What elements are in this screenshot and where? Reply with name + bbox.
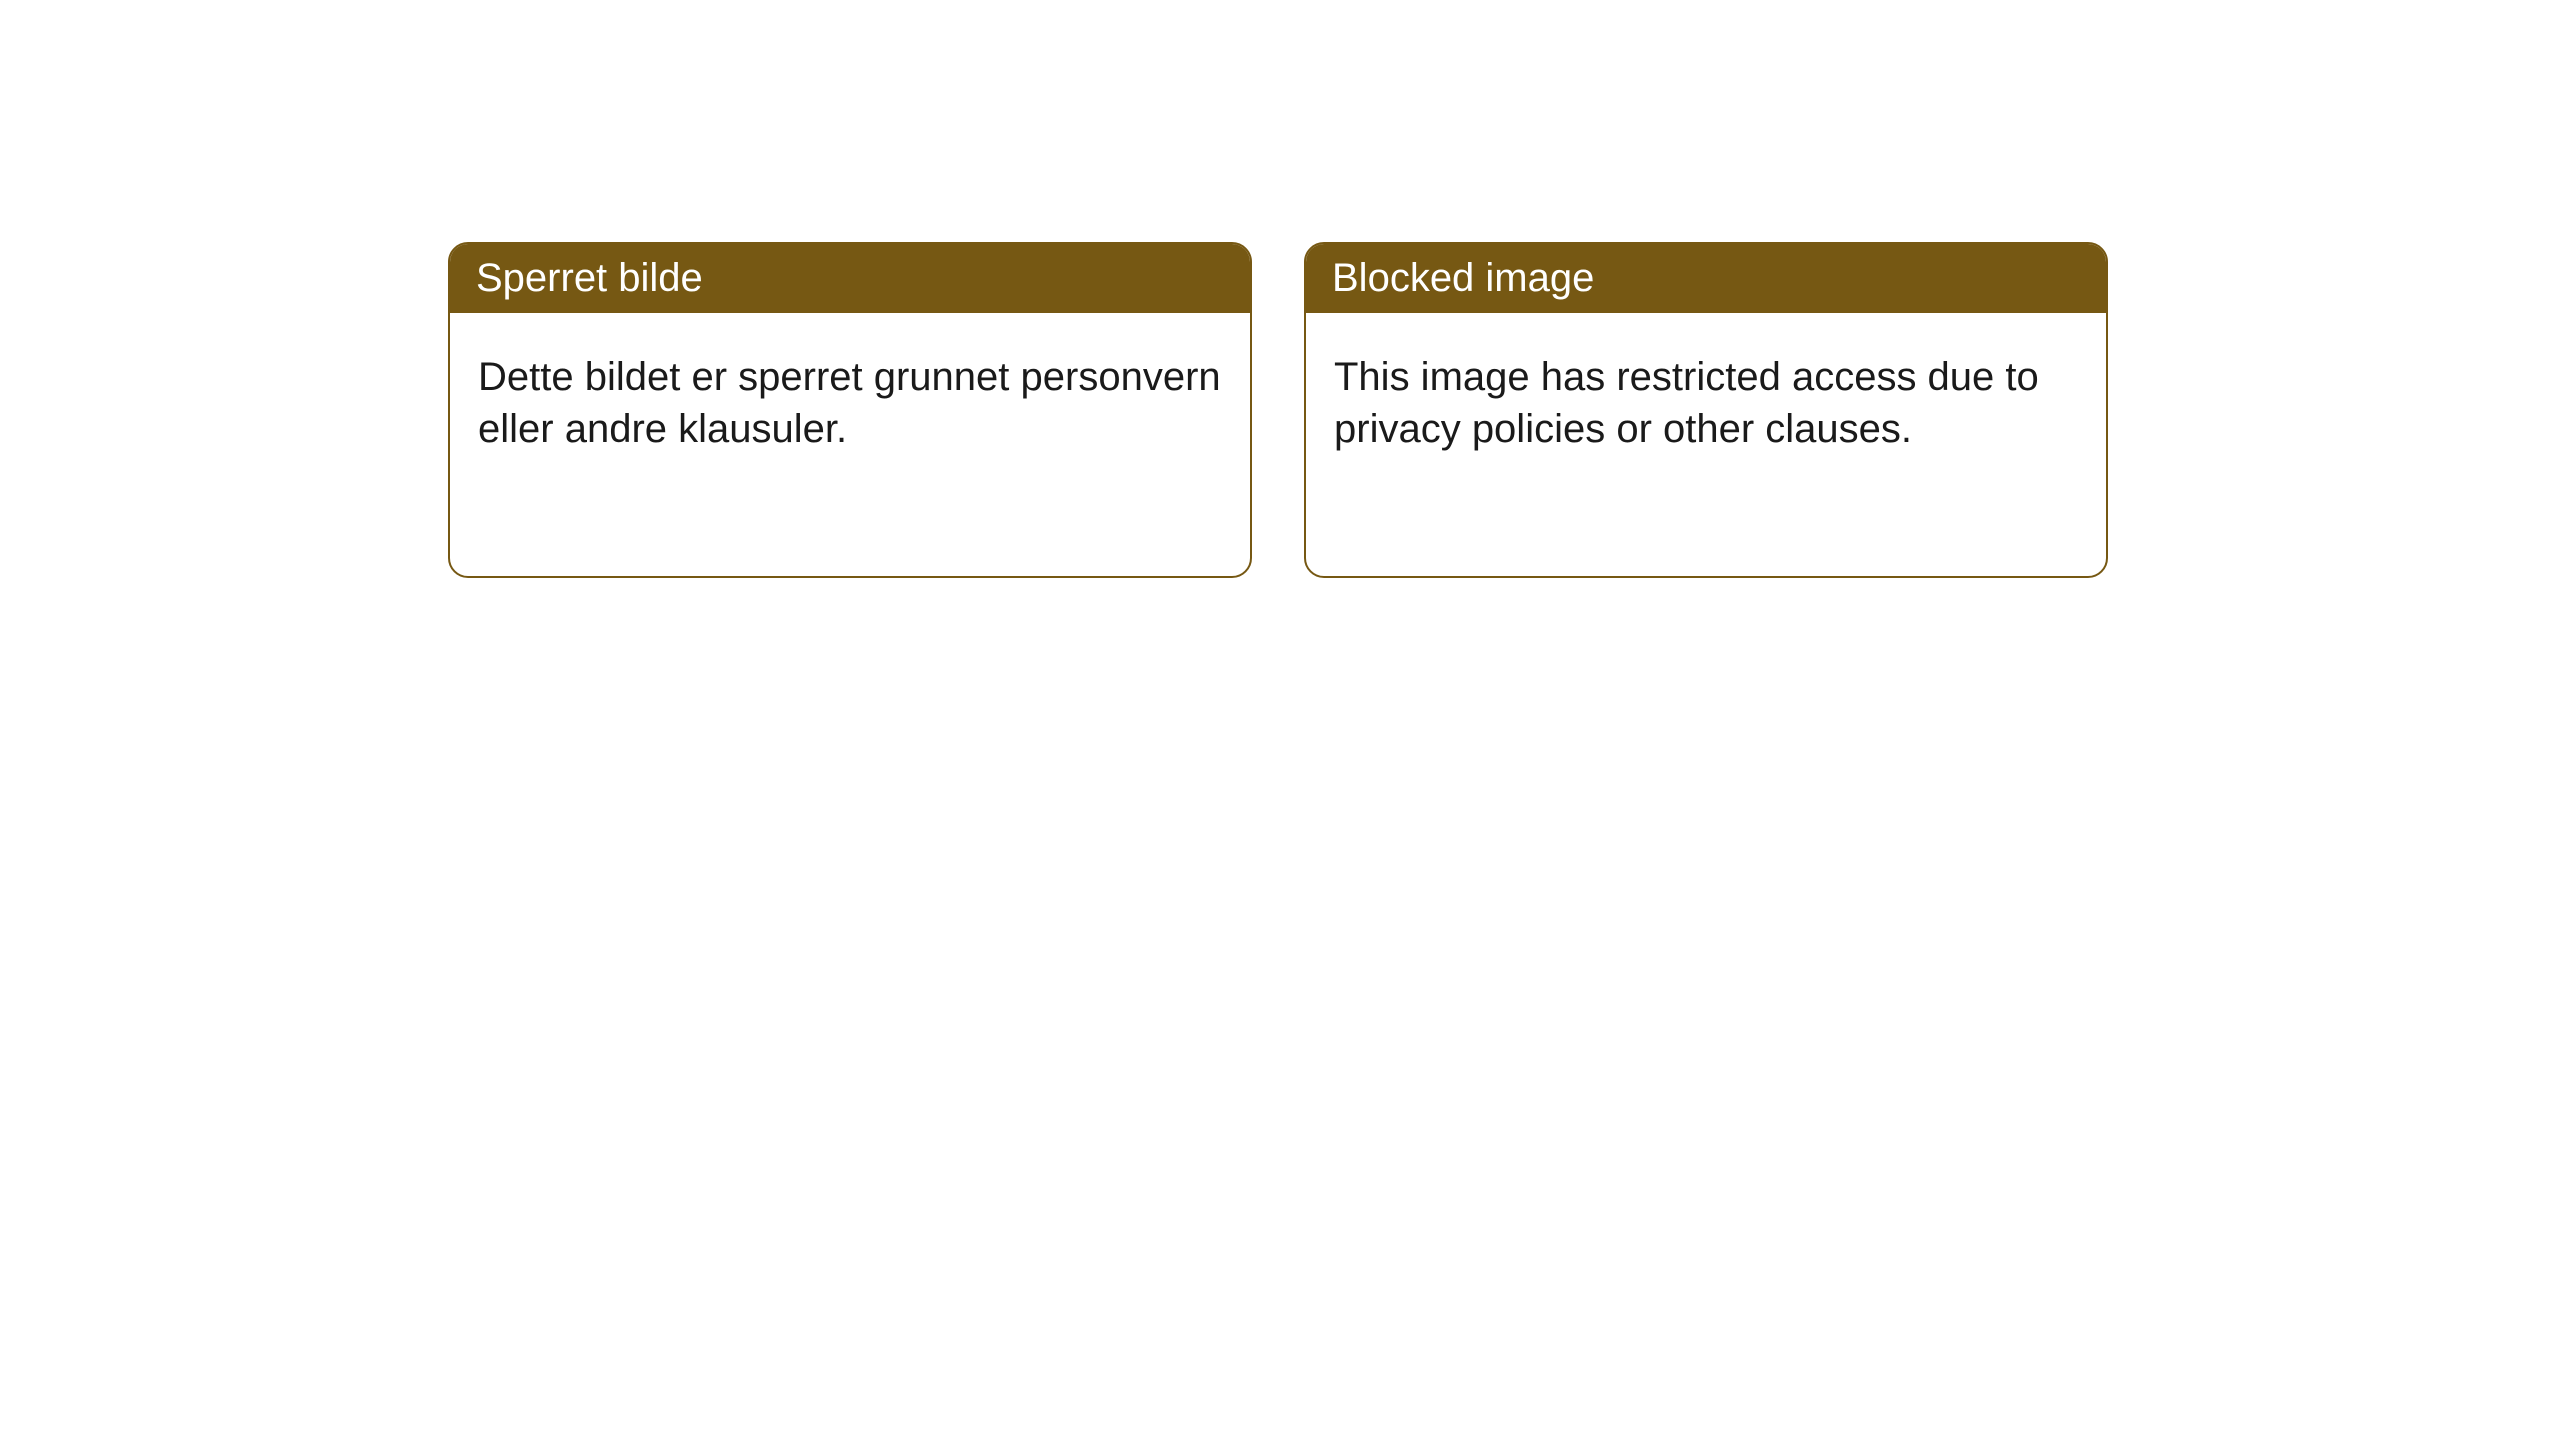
card-body-text: Dette bildet er sperret grunnet personve… xyxy=(478,355,1221,451)
card-body: Dette bildet er sperret grunnet personve… xyxy=(450,313,1250,493)
card-container: Sperret bilde Dette bildet er sperret gr… xyxy=(0,0,2560,578)
card-header: Blocked image xyxy=(1306,244,2106,313)
card-body: This image has restricted access due to … xyxy=(1306,313,2106,493)
blocked-image-card-en: Blocked image This image has restricted … xyxy=(1304,242,2108,578)
card-title: Sperret bilde xyxy=(476,256,703,300)
card-body-text: This image has restricted access due to … xyxy=(1334,355,2039,451)
blocked-image-card-no: Sperret bilde Dette bildet er sperret gr… xyxy=(448,242,1252,578)
card-header: Sperret bilde xyxy=(450,244,1250,313)
card-title: Blocked image xyxy=(1332,256,1594,300)
